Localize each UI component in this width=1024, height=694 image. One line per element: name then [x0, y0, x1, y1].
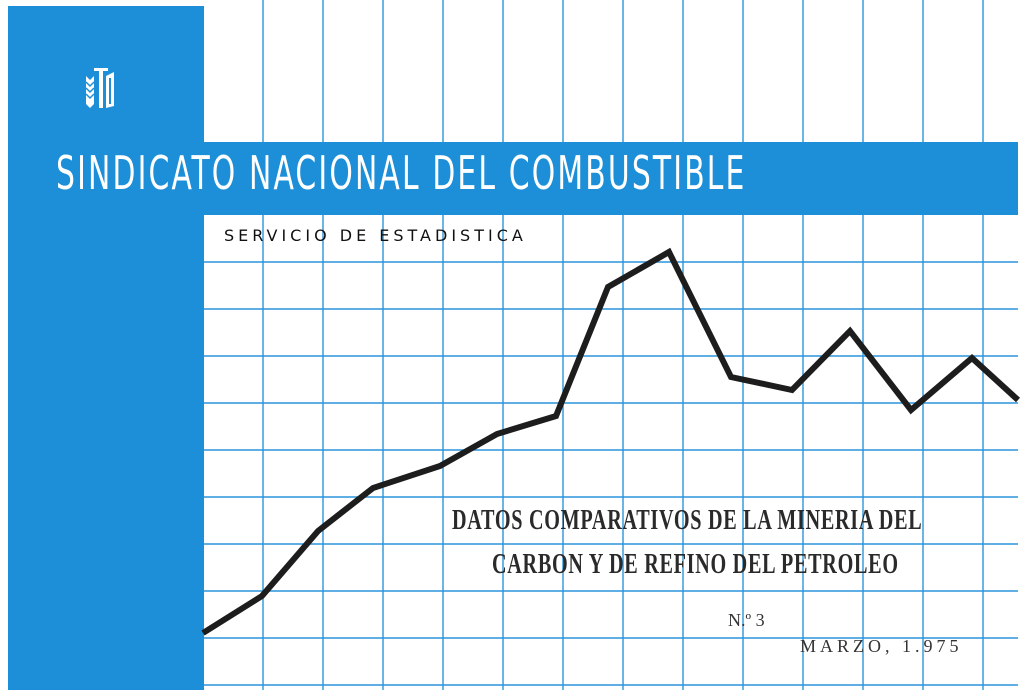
document-title-line-1: DATOS COMPARATIVOS DE LA MINERIA DEL [452, 505, 923, 536]
issue-date: MARZO, 1.975 [800, 636, 963, 656]
service-subtitle: SERVICIO DE ESTADISTICA [224, 226, 527, 245]
top-blue-band [8, 142, 1018, 215]
issue-number: N.º 3 [728, 610, 765, 630]
trend-line [201, 247, 1021, 636]
left-blue-band [8, 6, 204, 690]
document-title-line-2: CARBON Y DE REFINO DEL PETROLEO [492, 549, 899, 580]
sindicato-logo-icon [85, 68, 114, 108]
organization-title: SINDICATO NACIONAL DEL COMBUSTIBLE [56, 146, 747, 200]
